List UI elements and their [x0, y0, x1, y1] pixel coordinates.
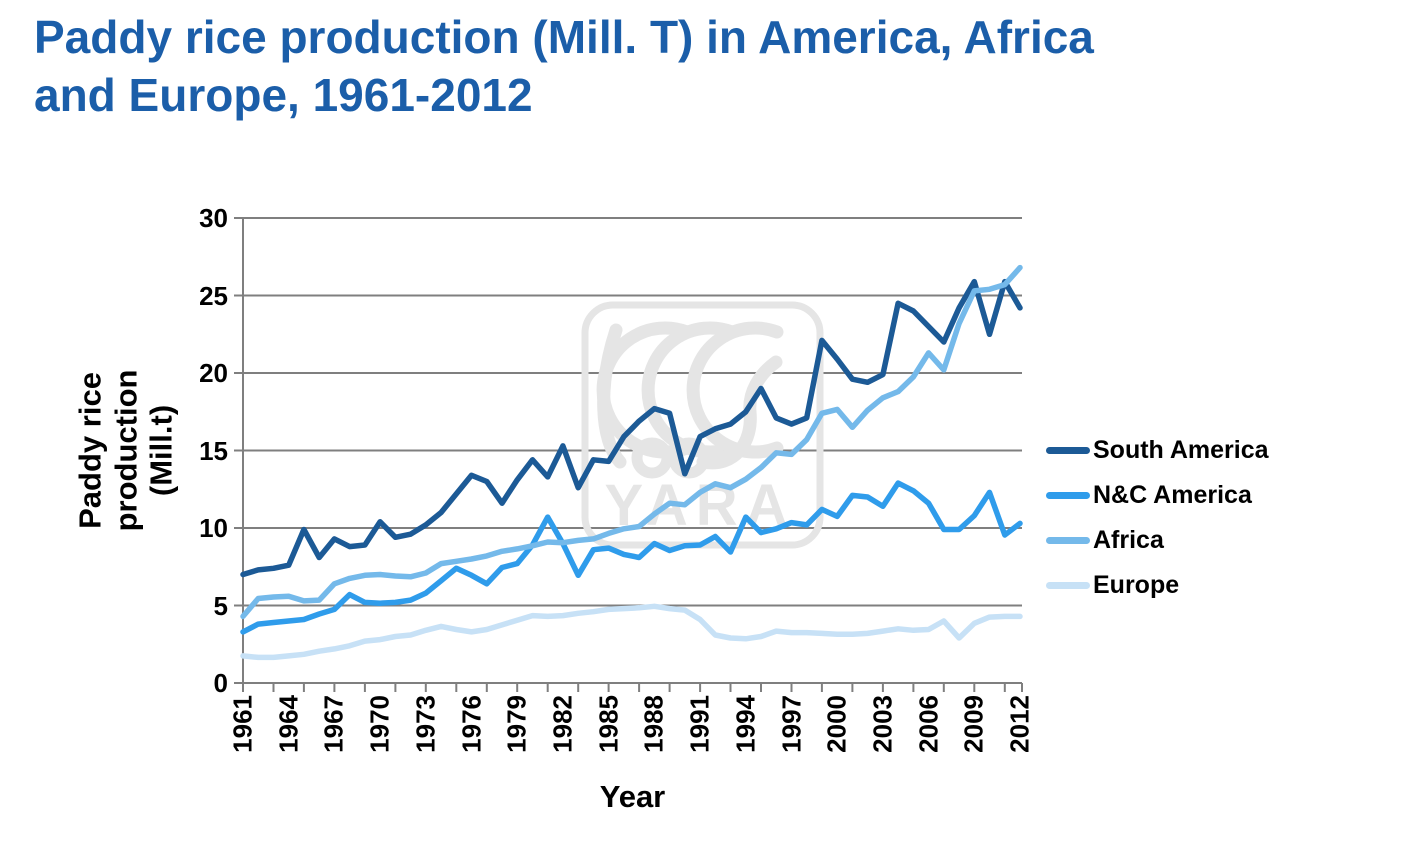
legend-line-swatch-africa: [1046, 537, 1090, 544]
legend-line-swatch-europe: [1046, 582, 1090, 589]
legend-item-south-america: South America: [1046, 428, 1269, 473]
legend-label-europe: Europe: [1093, 571, 1180, 599]
y-axis-tick-label: 25: [199, 280, 228, 311]
page-title: Paddy rice production (Mill. T) in Ameri…: [34, 11, 1094, 122]
y-axis-tick-label: 10: [199, 513, 228, 543]
y-axis-tick-label: 5: [213, 590, 228, 621]
legend-line-swatch-south-america: [1046, 447, 1090, 454]
series-line-europe: [240, 603, 1023, 661]
legend-item-nc-america: N&C America: [1046, 473, 1269, 518]
yara-watermark: YARA: [581, 301, 824, 549]
series-line-africa: [240, 264, 1023, 620]
legend-line-swatch-nc-america: [1046, 492, 1090, 499]
x-axis-title: Year: [599, 779, 666, 814]
series-line-south-america: [240, 278, 1023, 578]
legend-label-nc-america: N&C America: [1093, 481, 1252, 509]
legend-label-south-america: South America: [1093, 436, 1269, 464]
legend: South America N&C America Africa Europe: [1046, 428, 1269, 608]
y-axis-tick-label: 20: [199, 358, 228, 388]
svg-text:YARA: YARA: [604, 473, 795, 538]
y-axis-tick-label: 15: [199, 435, 228, 466]
series-line-n-c-america: [240, 480, 1023, 635]
y-axis-tick-label: 0: [213, 668, 228, 698]
legend-label-africa: Africa: [1093, 526, 1164, 554]
legend-item-europe: Europe: [1046, 563, 1269, 608]
legend-item-africa: Africa: [1046, 518, 1269, 563]
y-axis-tick-label: 30: [199, 203, 228, 233]
